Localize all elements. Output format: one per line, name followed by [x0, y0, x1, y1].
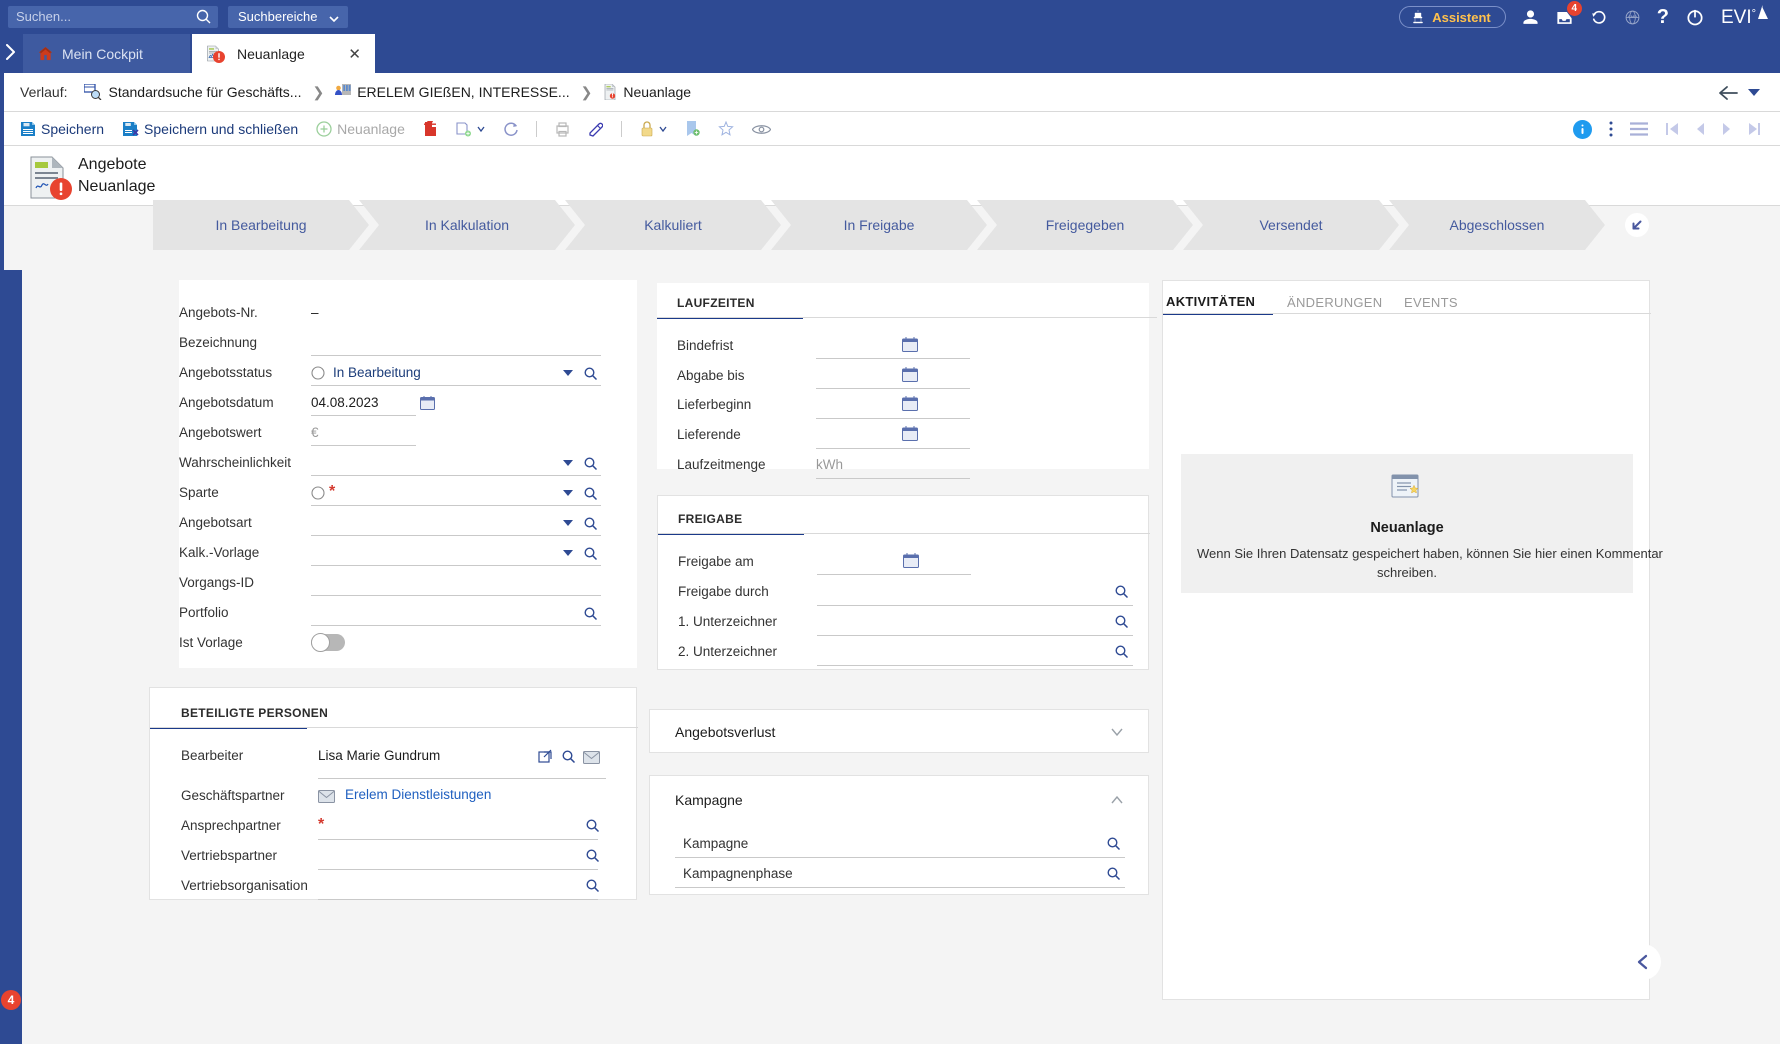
- svg-text:CMD: CMD: [1628, 14, 1637, 19]
